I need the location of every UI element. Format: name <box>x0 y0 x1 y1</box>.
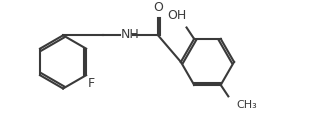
Text: O: O <box>153 1 163 14</box>
Text: OH: OH <box>167 9 187 22</box>
Text: NH: NH <box>121 28 140 41</box>
Text: F: F <box>88 77 95 90</box>
Text: CH₃: CH₃ <box>236 100 257 110</box>
